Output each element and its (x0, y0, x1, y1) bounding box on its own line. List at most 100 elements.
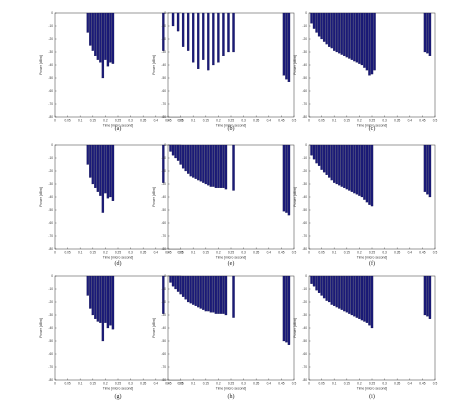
bar (106, 275, 110, 329)
bar (86, 12, 89, 33)
x-axis-label: Time [micro second] (357, 256, 387, 260)
bar (358, 275, 361, 320)
x-tick-label: 0.1 (191, 251, 196, 255)
subplot-i: 0 0.05 0.1 0.15 0.2 0.25 0.3 0.35 0.4 0.45 0.5 0 -10… (293, 274, 437, 400)
bar (186, 275, 190, 303)
x-tick-label: 0.15 (90, 382, 96, 386)
bar (99, 275, 102, 323)
bar (169, 275, 172, 283)
y-tick-label: -70 (302, 234, 307, 238)
bar (370, 144, 374, 207)
y-tick-label: -70 (48, 365, 53, 369)
y-tick-label: -10 (302, 156, 307, 160)
bar (224, 144, 228, 190)
x-tick-label: 0.05 (318, 119, 324, 123)
bar (89, 275, 92, 309)
y-tick-label: -40 (161, 195, 166, 199)
y-tick-label: -30 (161, 182, 166, 186)
subplot-caption: (b) (228, 125, 235, 132)
x-tick-label: 0.4 (408, 119, 413, 123)
y-tick-label: -80 (161, 115, 166, 119)
x-tick-label: 0 (54, 382, 56, 386)
bar (368, 144, 371, 205)
y-tick-label: -30 (161, 50, 166, 54)
subplot-caption: (c) (369, 125, 376, 132)
y-tick-label: -80 (302, 115, 307, 119)
y-tick-label: -30 (48, 182, 53, 186)
y-tick-label: -60 (48, 221, 53, 225)
bar (227, 12, 230, 53)
bar (189, 144, 192, 177)
x-tick-label: 0.45 (419, 251, 425, 255)
y-tick-label: -10 (48, 287, 53, 291)
bar (176, 144, 180, 161)
y-tick-label: -50 (302, 76, 307, 80)
bar (197, 12, 200, 70)
bar (104, 275, 107, 323)
x-tick-label: 0.05 (64, 251, 70, 255)
x-tick-label: 0.5 (292, 251, 297, 255)
x-tick-label: 0.25 (369, 251, 375, 255)
y-tick-label: -40 (48, 195, 53, 199)
bar (179, 275, 182, 295)
bar (423, 144, 427, 192)
bar (330, 144, 333, 181)
x-tick-label: 0.1 (191, 119, 196, 123)
x-tick-label: 0.2 (357, 382, 362, 386)
bar (343, 275, 346, 312)
x-tick-label: 0.35 (253, 251, 259, 255)
x-tick-label: 0.15 (203, 119, 209, 123)
x-tick-label: 0.05 (64, 382, 70, 386)
bar (368, 275, 371, 326)
y-tick-label: -10 (161, 24, 166, 28)
bar (287, 12, 291, 83)
subplot-caption: (a) (115, 125, 122, 132)
x-tick-label: 0.3 (382, 382, 387, 386)
x-tick-label: 0.35 (253, 119, 259, 123)
y-tick-label: -20 (48, 300, 53, 304)
x-tick-label: 0.4 (267, 382, 272, 386)
y-tick-label: -10 (161, 156, 166, 160)
x-tick-label: 0.1 (191, 382, 196, 386)
x-tick-label: 0.25 (228, 251, 234, 255)
bar (104, 144, 107, 194)
bar (162, 275, 165, 314)
bar (86, 275, 89, 296)
x-tick-label: 0.4 (408, 382, 413, 386)
y-tick-label: -20 (302, 169, 307, 173)
bar (197, 275, 200, 308)
bar (315, 144, 318, 164)
bar (322, 12, 326, 42)
bar (192, 275, 195, 305)
y-tick-label: -80 (48, 115, 53, 119)
bar (426, 12, 429, 54)
y-tick-label: -70 (161, 102, 166, 106)
bar (189, 275, 192, 304)
bar (322, 144, 326, 173)
x-tick-label: 0.2 (216, 119, 221, 123)
x-tick-label: 0.15 (90, 251, 96, 255)
bar (222, 144, 225, 189)
y-tick-label: -40 (302, 195, 307, 199)
x-tick-label: 0 (54, 251, 56, 255)
plot-frame (167, 275, 295, 381)
bar (219, 275, 223, 314)
y-tick-label: 0 (51, 274, 53, 278)
bar (171, 144, 175, 156)
bar (94, 12, 97, 57)
y-tick-label: -60 (302, 352, 307, 356)
y-tick-label: -40 (161, 63, 166, 67)
x-tick-label: 0.05 (318, 251, 324, 255)
y-tick-label: 0 (305, 274, 307, 278)
bar (217, 275, 220, 314)
plot-frame (167, 144, 295, 250)
x-tick-label: 0.35 (394, 251, 400, 255)
bar (162, 144, 165, 183)
bar (365, 144, 369, 203)
bar (330, 275, 333, 305)
bar (340, 275, 343, 310)
bar (312, 144, 316, 160)
bar (111, 12, 115, 64)
y-tick-label: -60 (48, 352, 53, 356)
y-axis-label: Power [dBm] (152, 187, 156, 206)
